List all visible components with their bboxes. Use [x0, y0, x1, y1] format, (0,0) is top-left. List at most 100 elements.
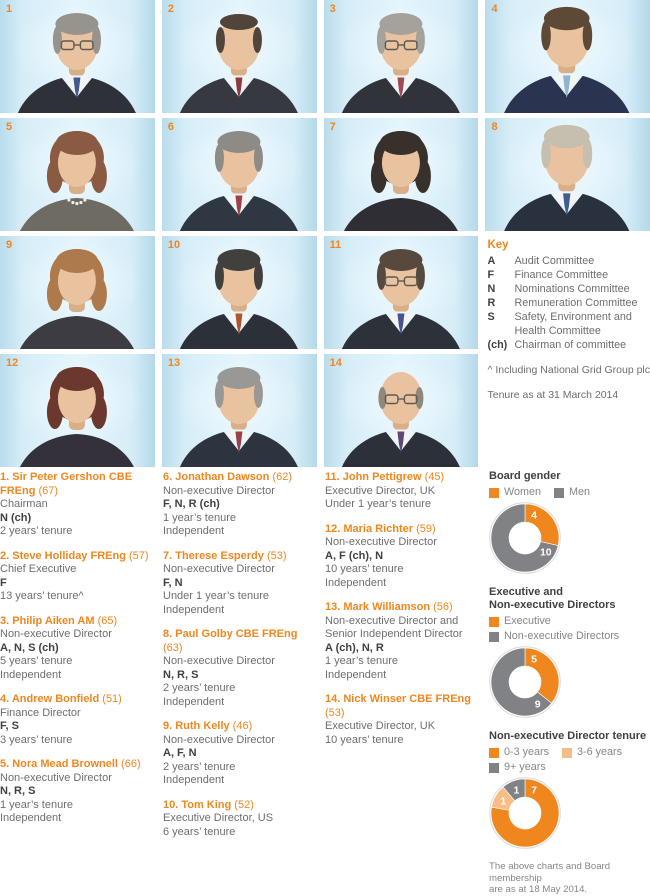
- director-detail-line: 10 years’ tenure: [325, 733, 404, 746]
- director-committees: N (ch): [0, 511, 32, 524]
- director-bio-list: 1. Sir Peter Gershon CBE FREng (67) Chair…: [0, 471, 488, 850]
- director-committees: F, N: [163, 576, 183, 589]
- photo-grid: 1 2 3 4 5 6 7 8 9 10 11 12 13 14 Key A Audit Committee…: [0, 0, 650, 467]
- legend-item: 0-3 years: [489, 746, 549, 759]
- photo-number: 12: [6, 357, 19, 369]
- key-footnote-group-plc: ^ Including National Grid Group plc: [487, 364, 650, 376]
- director-name-text: 1. Sir Peter Gershon CBE FREng: [0, 471, 133, 497]
- legend-label: 9+ years: [504, 761, 546, 773]
- chart-title: Executive and: [489, 586, 563, 598]
- donut-slice: [502, 778, 526, 802]
- donut-value-label: 7: [531, 785, 537, 797]
- director-committees: F: [0, 576, 7, 589]
- director-name-text: 9. Ruth Kelly: [163, 720, 230, 732]
- legend-row: 9+ years: [489, 761, 649, 774]
- director-detail-line: 3 years’ tenure: [0, 733, 73, 746]
- donut-value-label: 5: [531, 654, 537, 666]
- director-entry: 13. Mark Williamson (56) Non-executive Di…: [325, 601, 480, 682]
- portrait-silhouette: [504, 124, 630, 231]
- director-committees: N, R, S: [163, 668, 199, 681]
- director-entry: 8. Paul Golby CBE FREng (63) Non-executiv…: [163, 628, 317, 709]
- key-list: A Audit Committee F Finance Committee N Nomin…: [487, 254, 650, 352]
- key-entry-code: F: [487, 269, 495, 281]
- director-detail-line: Under 1 year’s tenure: [325, 498, 431, 510]
- key-entry: F Finance Committee: [487, 268, 650, 282]
- director-detail-line: 2 years’ tenure: [163, 760, 236, 773]
- director-photo-5: 5: [0, 118, 155, 231]
- director-detail-line: Independent: [325, 668, 387, 681]
- director-detail-line: 1 year’s tenure: [163, 511, 236, 524]
- photo-number: 11: [329, 239, 342, 251]
- portrait-silhouette: [341, 372, 460, 467]
- director-detail-line: Independent: [325, 576, 387, 589]
- director-name-text: 10. Tom King: [163, 798, 232, 811]
- legend-item: 3-6 years: [562, 746, 622, 759]
- director-photo-10: 10: [161, 236, 317, 349]
- director-name: 14. Nick Winser CBE FREng (53): [325, 693, 480, 720]
- director-detail-line: Non-executive Director: [163, 484, 275, 497]
- legend-swatch: [489, 631, 499, 642]
- legend-label: Women: [504, 486, 542, 498]
- director-committees: N, R, S: [0, 785, 36, 797]
- director-name: 6. Jonathan Dawson (62): [163, 471, 317, 485]
- director-name: 5. Nora Mead Brownell (66): [0, 758, 155, 772]
- director-age: (63): [163, 641, 183, 654]
- legend-label: Executive: [504, 615, 551, 627]
- director-name: 9. Ruth Kelly (46): [163, 720, 317, 734]
- director-entry: 11. John Pettigrew (45) Executive Directo…: [325, 471, 480, 512]
- director-detail-line: Under 1 year’s tenure: [163, 590, 269, 602]
- legend-row: 0-3 years 3-6 years: [489, 746, 649, 759]
- director-committees: A, N, S (ch): [0, 641, 59, 654]
- portrait-silhouette: [179, 367, 298, 467]
- portrait-silhouette: [19, 249, 134, 349]
- portrait-silhouette: [179, 14, 298, 113]
- legend-row: Non-executive Directors: [489, 630, 649, 643]
- director-detail-line: Executive Director, US: [163, 812, 274, 824]
- key-entry: (ch) Chairman of committee: [487, 338, 650, 352]
- director-detail-line: Non-executive Director: [163, 733, 275, 746]
- donut-chart: 711: [489, 777, 561, 849]
- director-age: (53): [325, 706, 345, 719]
- key-entry-code: S: [487, 311, 495, 323]
- director-age: (66): [117, 758, 141, 770]
- director-committees: A (ch), N, R: [325, 641, 384, 654]
- key-entry-label: Finance Committee: [514, 269, 609, 281]
- director-name: 7. Therese Esperdy (53): [163, 550, 317, 564]
- director-entry: 14. Nick Winser CBE FREng (53) Executive …: [325, 693, 480, 747]
- legend-item: 9+ years: [489, 761, 546, 774]
- photo-number: 10: [167, 239, 181, 251]
- director-photo-8: 8: [485, 118, 650, 231]
- key-entry: A Audit Committee: [487, 254, 650, 268]
- director-committees: A, F (ch), N: [325, 549, 384, 562]
- director-age: (57): [125, 549, 149, 562]
- photo-number: 14: [329, 357, 342, 369]
- key-entry-label: Safety, Environment and Health Committee: [514, 311, 632, 337]
- director-committees: A, F, N: [163, 747, 197, 759]
- director-name: 3. Philip Aiken AM (65): [0, 615, 155, 629]
- photo-number: 6: [167, 121, 174, 133]
- director-photo-1: 1: [0, 0, 155, 113]
- director-name-text: 2. Steve Holliday FREng: [0, 549, 126, 562]
- photo-number: 2: [167, 3, 174, 15]
- legend-swatch: [562, 747, 573, 758]
- director-detail-line: Non-executive Director: [163, 655, 275, 667]
- legend-row: Executive: [489, 615, 649, 628]
- director-name: 1. Sir Peter Gershon CBE FREng (67): [0, 471, 155, 498]
- photo-number: 5: [6, 121, 13, 133]
- director-detail-line: Independent: [163, 603, 225, 616]
- photo-number: 8: [491, 121, 498, 133]
- portrait-silhouette: [179, 249, 298, 349]
- legend-swatch: [554, 487, 565, 498]
- portrait-silhouette: [179, 131, 298, 231]
- director-name: 2. Steve Holliday FREng (57): [0, 550, 155, 564]
- legend-item: Non-executive Directors: [489, 630, 619, 643]
- director-detail-line: Chief Executive: [0, 563, 77, 575]
- director-age: (67): [35, 484, 59, 497]
- photo-number: 1: [6, 3, 13, 15]
- director-name: 10. Tom King (52): [163, 799, 317, 813]
- legend-swatch: [489, 487, 499, 498]
- director-column-3: 11. John Pettigrew (45) Executive Directo…: [325, 471, 488, 850]
- director-photo-4: 4: [485, 0, 650, 113]
- charts-footnote: The above charts and Board membership are…: [489, 861, 649, 896]
